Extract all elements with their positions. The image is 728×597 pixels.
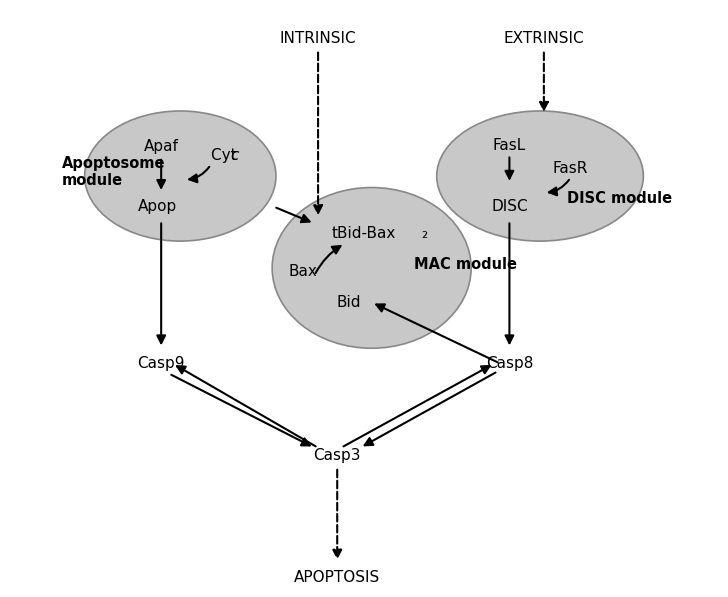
Text: ₂: ₂ bbox=[422, 226, 427, 241]
Text: Casp9: Casp9 bbox=[138, 356, 185, 371]
Text: FasR: FasR bbox=[553, 161, 588, 176]
Text: Apaf: Apaf bbox=[143, 140, 178, 155]
Text: c: c bbox=[230, 148, 239, 163]
Text: tBid-Bax: tBid-Bax bbox=[332, 226, 396, 241]
Ellipse shape bbox=[437, 111, 644, 241]
Text: APOPTOSIS: APOPTOSIS bbox=[294, 570, 380, 586]
Text: Bax: Bax bbox=[288, 264, 317, 279]
Text: Apop: Apop bbox=[138, 199, 177, 214]
Text: Casp8: Casp8 bbox=[486, 356, 533, 371]
Text: Casp3: Casp3 bbox=[314, 448, 361, 463]
Text: Bid: Bid bbox=[336, 295, 361, 310]
Text: MAC module: MAC module bbox=[414, 257, 517, 272]
Text: INTRINSIC: INTRINSIC bbox=[280, 31, 357, 46]
Text: Cyt: Cyt bbox=[211, 148, 242, 163]
Text: EXTRINSIC: EXTRINSIC bbox=[504, 31, 584, 46]
Text: DISC module: DISC module bbox=[567, 192, 672, 207]
Text: DISC: DISC bbox=[491, 199, 528, 214]
Text: Apoptosome
module: Apoptosome module bbox=[62, 156, 165, 189]
Ellipse shape bbox=[272, 187, 471, 348]
Text: FasL: FasL bbox=[493, 138, 526, 153]
Ellipse shape bbox=[84, 111, 276, 241]
